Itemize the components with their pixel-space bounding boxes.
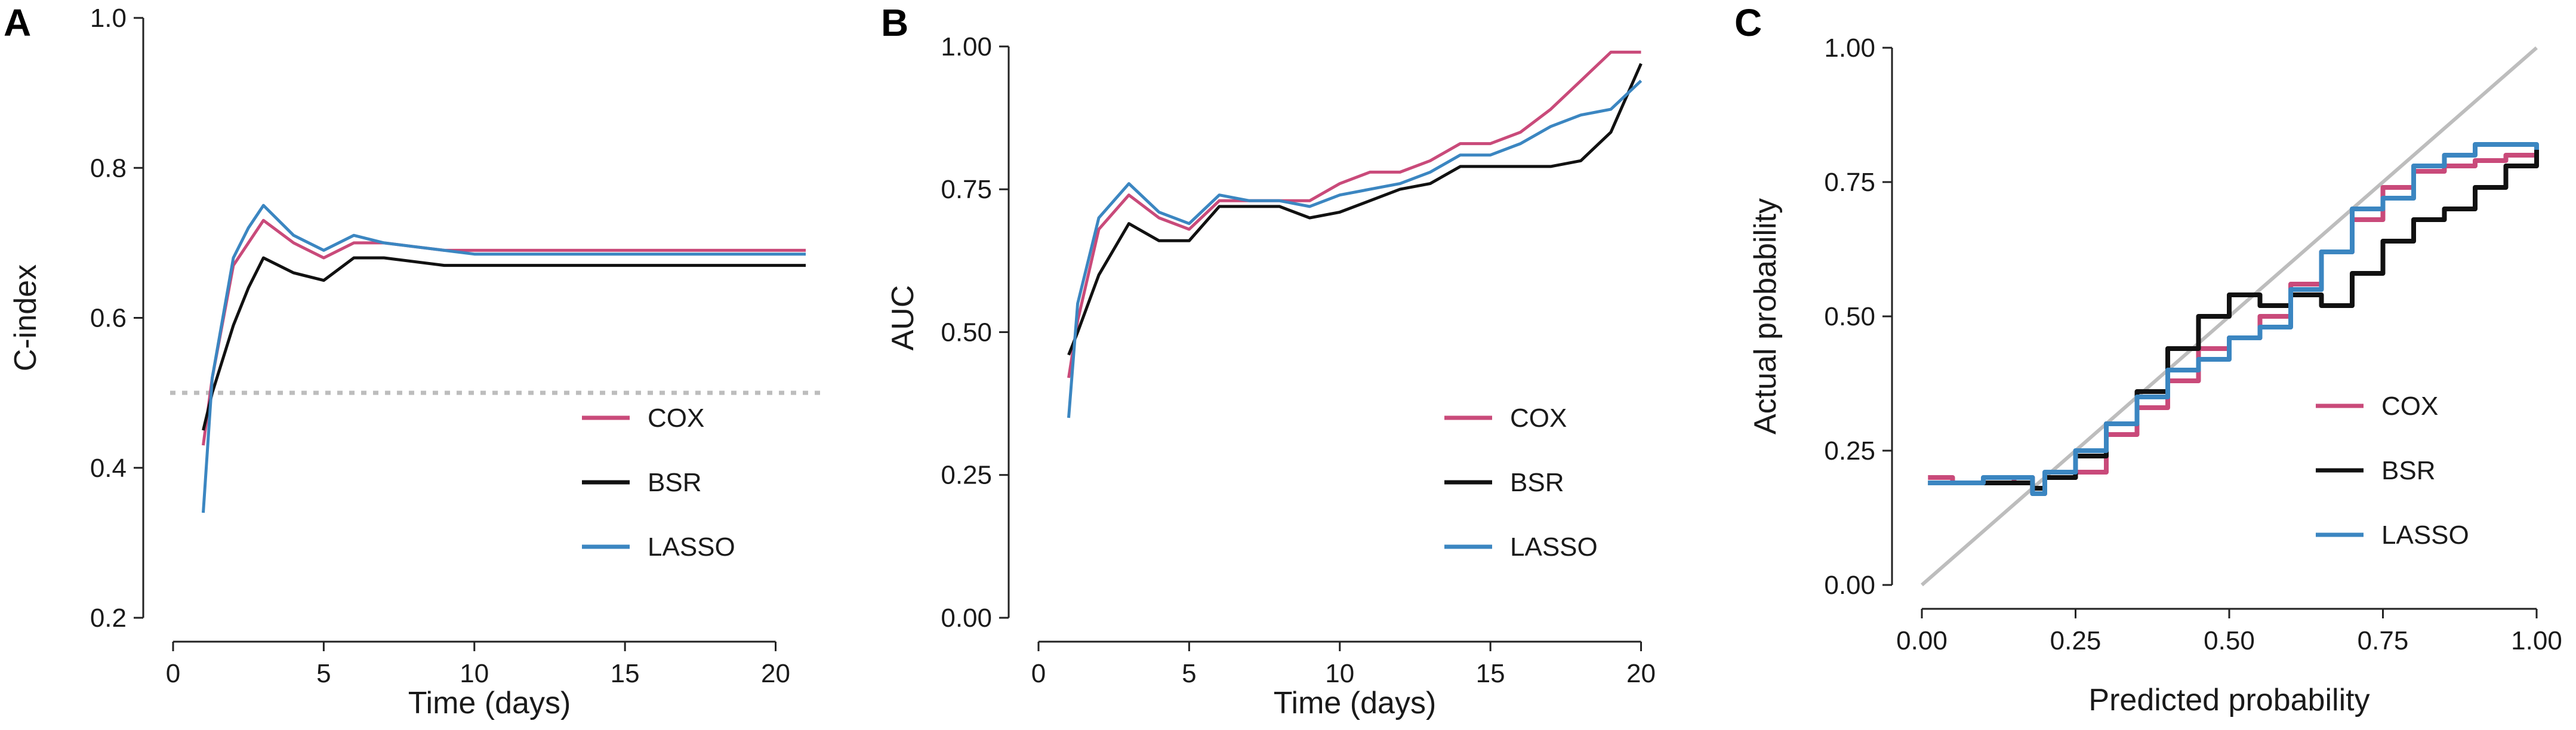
legend-label-lasso: LASSO: [1510, 532, 1598, 562]
series-line-cox: [1067, 50, 1641, 378]
x-axis-title: Time (days): [408, 686, 571, 720]
legend-label-bsr: BSR: [648, 468, 701, 497]
series-line-lasso: [202, 204, 806, 513]
x-tick-label: 10: [1325, 659, 1354, 688]
series-line-bsr: [202, 256, 806, 431]
series-line-bsr: [1928, 144, 2539, 491]
x-axis-title: Predicted probability: [2088, 683, 2369, 717]
x-tick-label: 5: [1182, 659, 1196, 688]
panel-b: B 0 5 10 15 20 0.00 0.25 0.50 0.75 1.00 COX BSR LAS…: [881, 1, 1656, 720]
y-tick-label: 0.75: [1824, 168, 1875, 197]
series-line-bsr: [1067, 63, 1643, 356]
series-line-lasso: [1928, 142, 2539, 496]
legend-label-cox: COX: [1510, 403, 1567, 433]
y-axis-title: Actual probability: [1748, 198, 1783, 435]
x-tick-label: 20: [761, 659, 790, 688]
legend-label-cox: COX: [2381, 392, 2438, 421]
x-tick-label: 1.00: [2511, 626, 2562, 655]
y-tick-label: 1.00: [1824, 33, 1875, 63]
panel-c: C 0.00 0.25 0.50 0.75 1.00 0.00 0.25 0.50 0.75 1.…: [1734, 1, 2562, 717]
x-tick-label: 0.00: [1896, 626, 1948, 655]
x-tick-label: 15: [1476, 659, 1505, 688]
y-tick-label: 0.4: [90, 454, 127, 483]
x-tick-label: 0.25: [2050, 626, 2102, 655]
y-axis-title: AUC: [886, 285, 920, 351]
panel-letter-b: B: [881, 1, 908, 44]
series-line-lasso: [1067, 79, 1643, 418]
y-tick-label: 0.25: [1824, 436, 1875, 466]
x-tick-label: 0.75: [2358, 626, 2409, 655]
x-tick-label: 15: [611, 659, 640, 688]
panel-a: A 0 5 10 15 20 0.2 0.4 0.6 0.8 1.0 COX BSR LASSO Ti…: [4, 1, 824, 720]
x-tick-label: 20: [1626, 659, 1656, 688]
y-tick-label: 0.75: [941, 175, 992, 204]
y-tick-label: 0.00: [941, 603, 992, 633]
panel-letter-a: A: [4, 1, 31, 44]
legend-label-bsr: BSR: [2381, 456, 2435, 485]
x-axis-title: Time (days): [1274, 686, 1437, 720]
x-tick-label: 0.50: [2204, 626, 2255, 655]
x-tick-label: 0: [1031, 659, 1046, 688]
y-tick-label: 0.2: [90, 603, 127, 633]
y-tick-label: 1.0: [90, 4, 127, 33]
y-tick-label: 0.00: [1824, 571, 1875, 600]
legend-label-bsr: BSR: [1510, 468, 1564, 497]
legend-label-lasso: LASSO: [2381, 520, 2469, 550]
legend-label-cox: COX: [648, 403, 704, 433]
y-tick-label: 0.50: [1824, 302, 1875, 331]
x-tick-label: 5: [316, 659, 331, 688]
y-tick-label: 0.6: [90, 304, 127, 333]
legend-label-lasso: LASSO: [648, 532, 735, 562]
x-tick-label: 10: [460, 659, 489, 688]
y-tick-label: 0.50: [941, 318, 992, 347]
y-axis-title: C-index: [8, 264, 43, 371]
y-tick-label: 0.8: [90, 153, 127, 183]
y-tick-label: 1.00: [941, 32, 992, 61]
x-tick-label: 0: [166, 659, 180, 688]
series-line-cox: [1928, 150, 2539, 496]
panel-letter-c: C: [1734, 1, 1762, 44]
y-tick-label: 0.25: [941, 461, 992, 490]
